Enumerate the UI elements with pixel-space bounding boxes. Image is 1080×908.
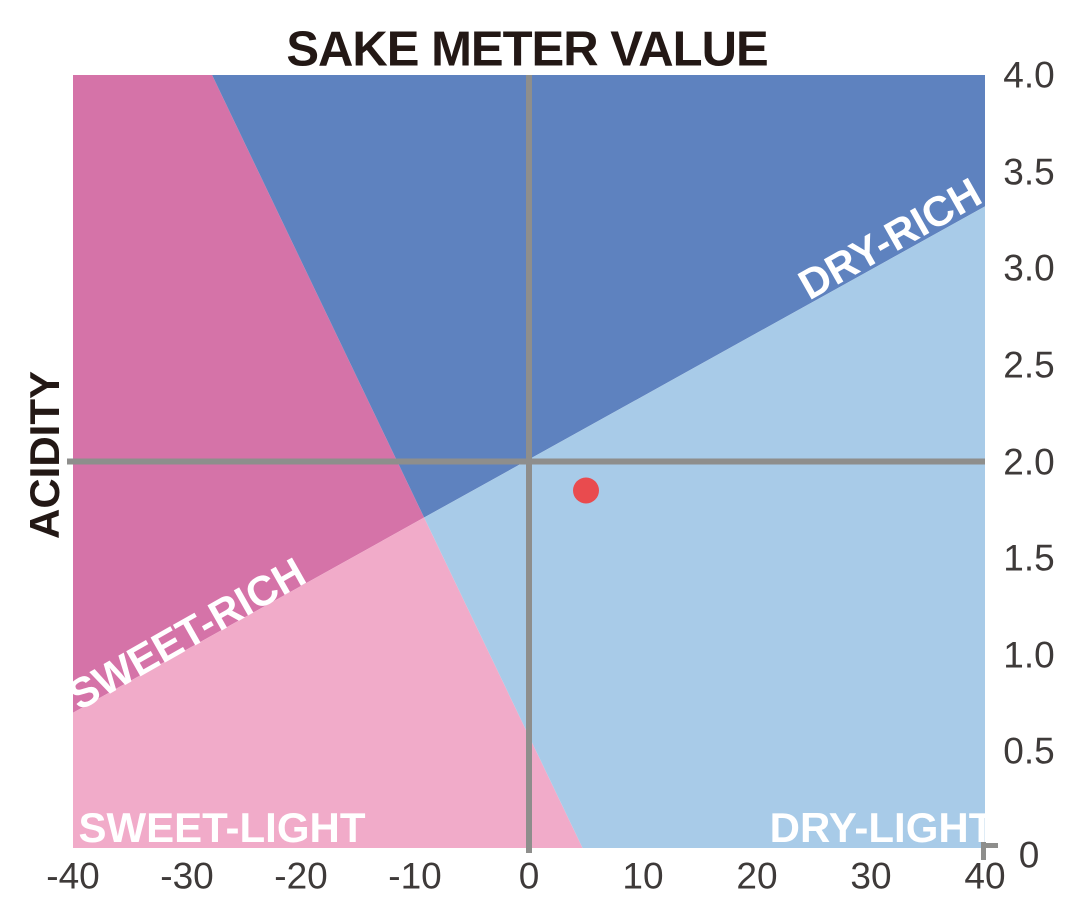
y-tick-label: 2.0	[1003, 441, 1055, 482]
region-sweet-light	[73, 517, 583, 848]
y-tick-label: 3.5	[1003, 151, 1055, 193]
y-tick-label: 1.5	[1003, 537, 1055, 579]
vertical-reference-line	[526, 75, 532, 853]
x-tick-label: 20	[736, 855, 778, 897]
x-tick-label: -10	[388, 855, 442, 897]
x-tick-label: 30	[850, 855, 892, 897]
region-dry-rich	[212, 75, 985, 518]
y-tick-label: 2.5	[1003, 344, 1055, 386]
x-tick-label: 10	[622, 855, 664, 897]
region-dry-light	[424, 206, 985, 848]
y-tick-label: 1.0	[1003, 634, 1055, 676]
y-axis-title: ACIDITY	[21, 371, 68, 539]
x-tick-label: -30	[160, 855, 214, 897]
data-point	[573, 477, 599, 504]
y-tick-label: 0	[1018, 834, 1040, 876]
region-label-sweet-light: SWEET-LIGHT	[78, 804, 366, 851]
region-label-dry-light: DRY-LIGHT	[769, 804, 995, 851]
y-tick-label: 4.0	[1003, 54, 1055, 96]
x-tick-label: -40	[46, 855, 100, 897]
x-tick-label: 40	[964, 855, 1006, 897]
corner-tick-horizontal	[981, 843, 998, 848]
y-tick-label: 3.0	[1003, 247, 1055, 289]
y-tick-label: 0.5	[1003, 730, 1055, 772]
chart-title: SAKE METER VALUE	[286, 22, 768, 77]
x-tick-label: 0	[518, 855, 540, 897]
region-sweet-rich	[73, 75, 425, 713]
corner-tick-vertical	[981, 842, 986, 860]
x-tick-label: -20	[274, 855, 328, 897]
